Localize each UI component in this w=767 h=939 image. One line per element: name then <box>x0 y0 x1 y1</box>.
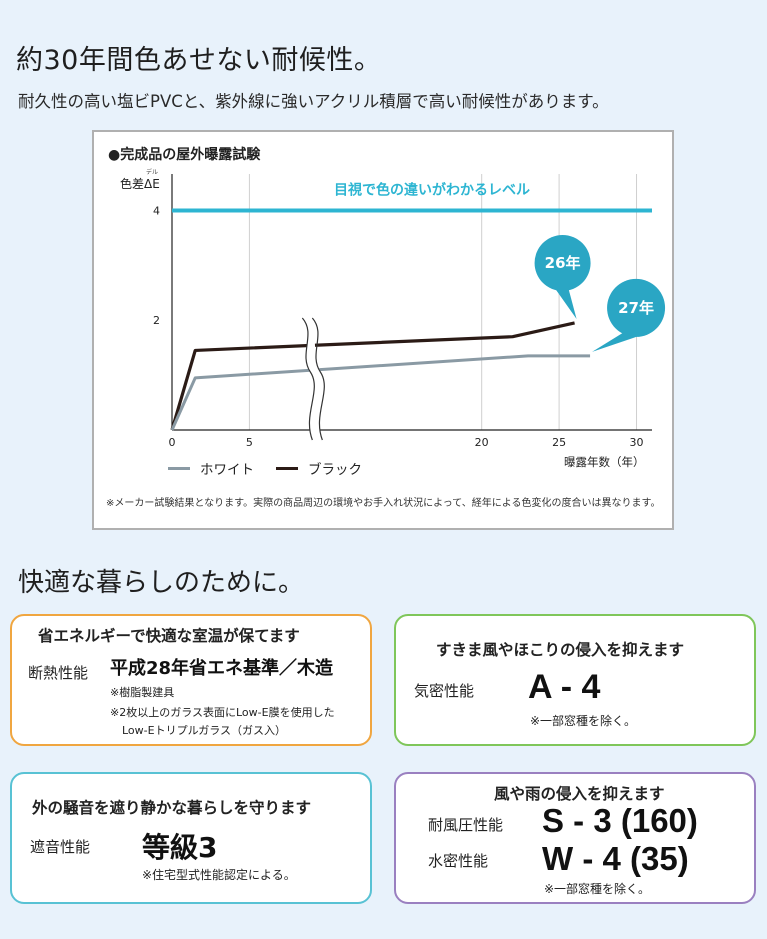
chart-legend: ホワイト ブラック <box>168 458 384 478</box>
airtightness-card: すきま風やほこりの侵入を抑えます 気密性能 A - 4 ※一部窓種を除く。 <box>394 614 756 746</box>
bubble-black-tail <box>552 284 577 319</box>
page-subtitle: 耐久性の高い塩ビPVCと、紫外線に強いアクリル積層で高い耐候性があります。 <box>18 92 609 111</box>
sound-heading: 外の騒音を遮り静かな暮らしを守ります <box>32 799 312 817</box>
x-axis-unit-label: 曝露年数（年） <box>564 455 645 469</box>
insulation-label: 断熱性能 <box>28 664 89 682</box>
legend-label-black: ブラック <box>308 462 362 478</box>
legend-label-white: ホワイト <box>200 462 254 478</box>
insulation-card: 省エネルギーで快適な室温が保てます 断熱性能 平成28年省エネ基準／木造 ※樹脂… <box>10 614 372 746</box>
axis-break-line-right <box>311 317 325 441</box>
chart-title: ●完成品の屋外曝露試験 <box>108 147 261 163</box>
bubble-white-label: 27年 <box>618 299 654 317</box>
page-title: 約30年間色あせない耐候性。 <box>16 45 382 76</box>
insulation-note-3: Low-Eトリプルガラス（ガス入） <box>122 724 287 737</box>
insulation-note-2: ※2枚以上のガラス表面にLow-E膜を使用した <box>110 706 335 719</box>
y-tick-label-2: 2 <box>153 314 160 327</box>
legend-item-white: ホワイト <box>168 458 254 478</box>
sound-note: ※住宅型式性能認定による。 <box>142 868 296 882</box>
sound-value: 等級3 <box>142 831 218 864</box>
reference-line-label: 目視で色の違いがわかるレベル <box>334 181 530 198</box>
axis-break-fill <box>302 318 323 440</box>
sound-insulation-card: 外の騒音を遮り静かな暮らしを守ります 遮音性能 等級3 ※住宅型式性能認定による… <box>10 772 372 904</box>
wind-water-card: 風や雨の侵入を抑えます 耐風圧性能 S - 3 (160) 水密性能 W - 4… <box>394 772 756 904</box>
insulation-note-1: ※樹脂製建具 <box>110 686 175 699</box>
airtightness-note: ※一部窓種を除く。 <box>530 714 637 728</box>
legend-item-black: ブラック <box>276 458 362 478</box>
wind-pressure-label: 耐風圧性能 <box>428 816 504 834</box>
series-line-black <box>170 321 575 431</box>
wind-pressure-value: S - 3 (160) <box>542 802 698 839</box>
legend-swatch-black <box>276 466 298 470</box>
y-axis-label-ruby: デル <box>146 168 158 176</box>
insulation-value: 平成28年省エネ基準／木造 <box>110 658 334 679</box>
exposure-test-chart: ●完成品の屋外曝露試験 色差ΔE デル 2 4 0 5 20 25 30 目視で色の違いがわかるレ… <box>92 130 674 530</box>
y-axis-label: 色差ΔE <box>120 177 160 191</box>
airtightness-heading: すきま風やほこりの侵入を抑えます <box>436 641 685 659</box>
series-line-white <box>170 354 591 431</box>
airtightness-label: 気密性能 <box>414 682 475 700</box>
wind-water-heading: 風や雨の侵入を抑えます <box>494 785 665 803</box>
x-tick-label-20: 20 <box>475 436 489 449</box>
sound-label: 遮音性能 <box>30 838 91 856</box>
legend-swatch-white <box>168 466 190 470</box>
axis-break-line-left <box>301 317 315 441</box>
airtightness-value: A - 4 <box>528 668 601 706</box>
bubble-black-label: 26年 <box>545 254 581 272</box>
watertightness-label: 水密性能 <box>428 852 489 870</box>
bubble-white-circle <box>607 278 666 337</box>
x-tick-label-5: 5 <box>246 436 253 449</box>
watertightness-value: W - 4 (35) <box>542 840 689 877</box>
insulation-heading: 省エネルギーで快適な室温が保てます <box>38 627 300 645</box>
bubble-black-circle <box>534 234 591 291</box>
x-tick-label-30: 30 <box>630 436 644 449</box>
section-title: 快適な暮らしのために。 <box>18 568 305 598</box>
chart-footnote: ※メーカー試験結果となります。実際の商品周辺の環境やお手入れ状況によって、経年に… <box>106 498 661 509</box>
y-tick-label-4: 4 <box>153 204 160 217</box>
x-tick-label-25: 25 <box>552 436 566 449</box>
wind-water-note: ※一部窓種を除く。 <box>544 882 651 896</box>
x-tick-label-0: 0 <box>169 436 176 449</box>
